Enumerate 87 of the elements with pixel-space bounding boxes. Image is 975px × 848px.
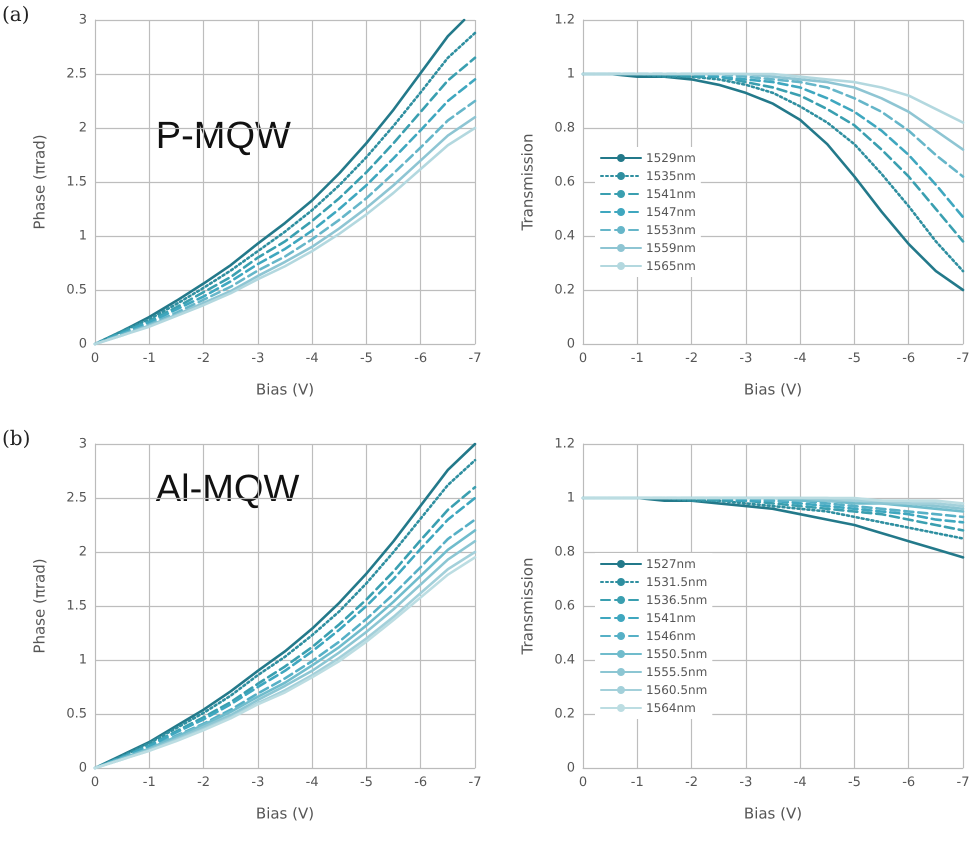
- y-tick-label: 1.2: [554, 436, 575, 452]
- legend-label: 1536.5nm: [646, 593, 708, 607]
- y-tick-label: 0.4: [554, 228, 575, 244]
- legend-label: 1541nm: [646, 187, 696, 201]
- legend-label: 1547nm: [646, 205, 696, 219]
- x-tick-label: -4: [306, 775, 319, 790]
- legend-label: 1529nm: [646, 151, 696, 165]
- x-tick-label: -2: [685, 775, 698, 790]
- x-tick-label: -1: [630, 775, 644, 790]
- x-tick-label: -7: [956, 351, 970, 366]
- x-tick-label: -3: [739, 775, 752, 790]
- y-tick-label: 0.6: [554, 598, 575, 614]
- x-tick-label: -1: [142, 775, 156, 790]
- x-tick-label: -3: [251, 351, 264, 366]
- x-tick-label: 0: [578, 775, 588, 790]
- x-tick-label: -2: [197, 351, 210, 366]
- x-tick-label: -5: [360, 351, 373, 366]
- text: (b): [2, 426, 30, 450]
- x-tick-label: -1: [142, 351, 156, 366]
- x-tick-label: -4: [794, 775, 807, 790]
- legend-label: 1560.5nm: [646, 683, 708, 697]
- y-tick-label: 0.8: [554, 544, 575, 560]
- y-tick-label: 1: [566, 66, 575, 82]
- y-axis-title: Phase (πrad): [30, 134, 48, 230]
- x-tick-label: -7: [468, 775, 482, 790]
- y-axis-title: Phase (πrad): [30, 558, 48, 654]
- y-tick-label: 1: [78, 652, 87, 668]
- legend-label: 1546nm: [646, 629, 696, 643]
- x-tick-label: -3: [251, 775, 264, 790]
- x-tick-label: -3: [739, 351, 752, 366]
- text: (a): [2, 2, 30, 26]
- legend-label: 1531.5nm: [646, 575, 708, 589]
- legend-label: 1541nm: [646, 611, 696, 625]
- legend-label: 1565nm: [646, 259, 696, 273]
- y-tick-label: 2.5: [66, 490, 87, 506]
- x-tick-label: -1: [630, 351, 644, 366]
- x-tick-label: -7: [956, 775, 970, 790]
- y-tick-label: 1.2: [554, 12, 575, 28]
- y-tick-label: 2.5: [66, 66, 87, 82]
- x-tick-label: -6: [414, 351, 428, 366]
- x-tick-label: -4: [794, 351, 807, 366]
- legend-label: 1550.5nm: [646, 647, 708, 661]
- y-tick-label: 0: [566, 336, 575, 352]
- y-tick-label: 2: [78, 120, 87, 136]
- x-axis-title: Bias (V): [256, 804, 314, 822]
- x-tick-label: -5: [360, 775, 373, 790]
- y-tick-label: 3: [78, 436, 87, 452]
- y-tick-label: 0: [78, 336, 87, 352]
- annotation: P-MQW: [156, 115, 292, 158]
- x-tick-label: -7: [468, 351, 482, 366]
- legend-label: 1553nm: [646, 223, 696, 237]
- y-tick-label: 0: [566, 760, 575, 776]
- y-tick-label: 1.5: [66, 174, 87, 190]
- y-tick-label: 2: [78, 544, 87, 560]
- x-tick-label: 0: [90, 351, 100, 366]
- legend-label: 1555.5nm: [646, 665, 708, 679]
- y-tick-label: 0.6: [554, 174, 575, 190]
- x-tick-label: 0: [578, 351, 588, 366]
- y-tick-label: 0.2: [554, 282, 575, 298]
- x-tick-label: -2: [197, 775, 210, 790]
- y-tick-label: 0.8: [554, 120, 575, 136]
- x-tick-label: 0: [90, 775, 100, 790]
- y-tick-label: 0: [78, 760, 87, 776]
- y-tick-label: 3: [78, 12, 87, 28]
- x-tick-label: -6: [902, 775, 916, 790]
- legend-label: 1527nm: [646, 557, 696, 571]
- legend-label: 1564nm: [646, 701, 696, 715]
- y-tick-label: 0.5: [66, 706, 87, 722]
- x-axis-title: Bias (V): [744, 804, 802, 822]
- x-tick-label: -2: [685, 351, 698, 366]
- legend-label: 1535nm: [646, 169, 696, 183]
- x-axis-title: Bias (V): [744, 380, 802, 398]
- y-tick-label: 1.5: [66, 598, 87, 614]
- y-tick-label: 0.2: [554, 706, 575, 722]
- x-tick-label: -6: [414, 775, 428, 790]
- y-axis-title: Transmission: [518, 558, 536, 656]
- y-tick-label: 0.4: [554, 652, 575, 668]
- x-tick-label: -4: [306, 351, 319, 366]
- y-tick-label: 1: [566, 490, 575, 506]
- legend-label: 1559nm: [646, 241, 696, 255]
- y-tick-label: 1: [78, 228, 87, 244]
- x-tick-label: -5: [848, 351, 861, 366]
- x-tick-label: -5: [848, 775, 861, 790]
- y-tick-label: 0.5: [66, 282, 87, 298]
- x-axis-title: Bias (V): [256, 380, 314, 398]
- y-axis-title: Transmission: [518, 134, 536, 232]
- x-tick-label: -6: [902, 351, 916, 366]
